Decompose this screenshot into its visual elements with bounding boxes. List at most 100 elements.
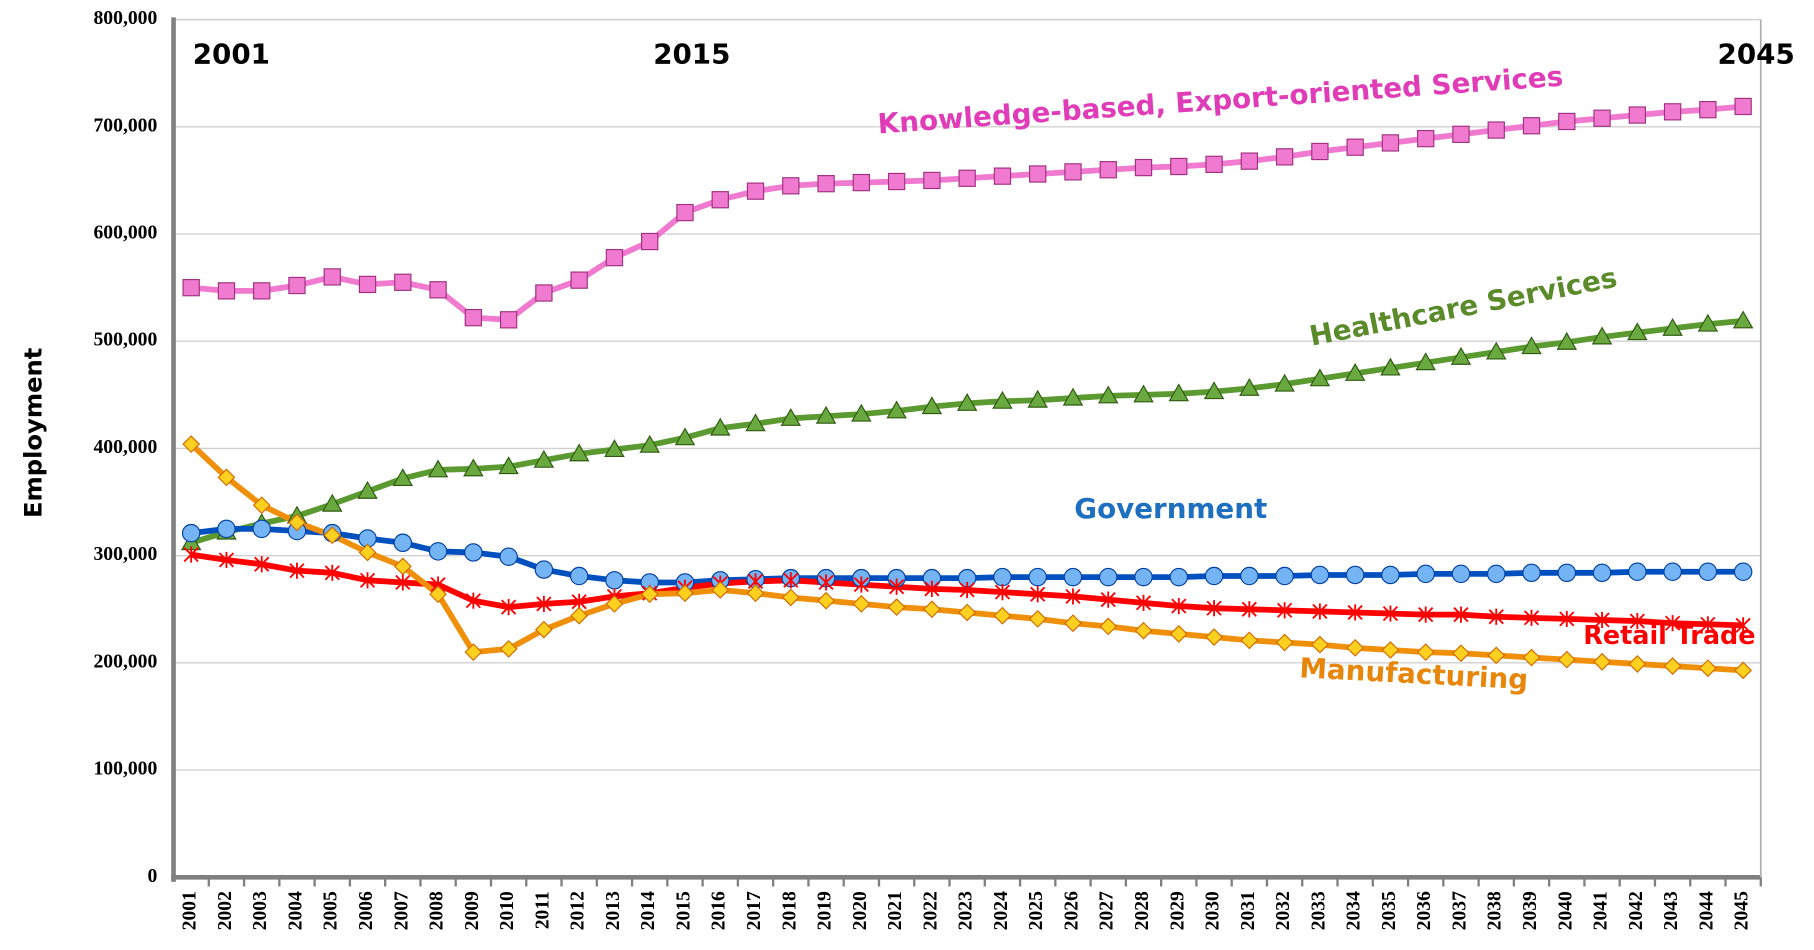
marker — [252, 519, 271, 539]
marker — [1240, 152, 1259, 170]
marker — [1627, 322, 1648, 341]
x-tick-label: 2022 — [919, 891, 941, 930]
y-tick-label: 400,000 — [93, 436, 157, 458]
marker — [887, 598, 906, 617]
marker — [1697, 313, 1719, 332]
x-tick-label: 2017 — [743, 891, 765, 930]
annotation: 2015 — [653, 37, 730, 70]
marker — [817, 591, 835, 610]
marker — [1556, 331, 1578, 350]
marker — [217, 468, 236, 487]
marker — [1168, 383, 1190, 402]
marker — [640, 585, 659, 604]
marker — [465, 592, 481, 609]
marker — [1346, 638, 1365, 657]
x-tick-label: 2028 — [1131, 891, 1153, 930]
x-tick-label: 2013 — [602, 891, 624, 930]
x-tick-label: 2036 — [1413, 891, 1435, 930]
marker — [1098, 567, 1118, 587]
x-tick-label: 2020 — [849, 891, 871, 930]
marker — [535, 284, 553, 302]
marker — [429, 585, 447, 604]
x-tick-label: 2003 — [249, 891, 271, 930]
marker — [392, 468, 414, 486]
x-tick-label: 2005 — [320, 891, 342, 930]
marker — [1169, 625, 1188, 643]
x-tick-label: 2006 — [355, 891, 377, 930]
marker — [1099, 617, 1118, 636]
marker — [782, 177, 800, 195]
marker — [1733, 562, 1753, 581]
marker — [1275, 148, 1294, 166]
marker — [1206, 600, 1222, 617]
marker — [182, 278, 200, 297]
marker — [958, 603, 977, 622]
marker — [324, 564, 340, 581]
marker — [534, 620, 553, 639]
marker — [921, 396, 943, 415]
marker — [1312, 603, 1328, 620]
marker — [1381, 641, 1400, 659]
marker — [1309, 368, 1331, 387]
marker — [1027, 389, 1048, 408]
marker — [853, 576, 869, 593]
marker — [1663, 657, 1682, 675]
marker — [1558, 112, 1576, 131]
marker — [605, 595, 624, 613]
marker — [358, 275, 377, 294]
marker — [1239, 378, 1260, 396]
y-tick-label: 800,000 — [93, 7, 157, 29]
x-tick-label: 2034 — [1343, 891, 1365, 930]
annotation: 2045 — [1718, 37, 1795, 70]
marker — [429, 281, 447, 299]
marker — [1134, 158, 1153, 177]
marker — [1488, 608, 1504, 625]
marker — [1205, 628, 1223, 647]
marker — [1698, 562, 1718, 581]
marker — [1064, 163, 1082, 181]
marker — [463, 458, 484, 477]
marker — [993, 567, 1012, 587]
marker — [499, 311, 518, 329]
marker — [533, 449, 555, 468]
x-tick-label: 2030 — [1202, 891, 1224, 930]
marker — [570, 606, 589, 625]
x-tick-label: 2012 — [567, 891, 589, 930]
marker — [569, 566, 589, 586]
marker — [217, 282, 236, 300]
marker — [464, 543, 483, 562]
marker — [534, 560, 554, 579]
marker — [639, 434, 660, 453]
marker — [1381, 565, 1400, 585]
marker — [1347, 604, 1363, 621]
annotation: 2001 — [193, 37, 270, 70]
marker — [1097, 385, 1119, 404]
marker — [1134, 567, 1153, 587]
marker — [1557, 563, 1577, 583]
marker — [889, 578, 905, 595]
marker — [1522, 117, 1541, 135]
marker — [1240, 631, 1259, 650]
series-label: Retail Trade — [1583, 620, 1755, 650]
x-tick-label: 2025 — [1025, 891, 1047, 930]
marker — [780, 408, 802, 426]
marker — [1734, 97, 1752, 116]
marker — [1629, 612, 1645, 630]
x-tick-label: 2023 — [955, 891, 977, 930]
marker — [1523, 609, 1540, 626]
x-tick-label: 2032 — [1272, 891, 1294, 930]
marker — [887, 172, 906, 191]
y-tick-label: 700,000 — [93, 114, 157, 136]
marker — [217, 519, 236, 539]
marker — [1450, 346, 1472, 365]
marker — [1522, 563, 1541, 583]
marker — [710, 417, 731, 436]
marker — [359, 572, 376, 589]
marker — [1062, 387, 1084, 406]
marker — [922, 600, 941, 619]
marker — [181, 523, 201, 543]
marker — [1169, 567, 1189, 587]
x-tick-label: 2040 — [1554, 891, 1576, 930]
marker — [1065, 588, 1081, 605]
series-label: Government — [1074, 492, 1267, 525]
